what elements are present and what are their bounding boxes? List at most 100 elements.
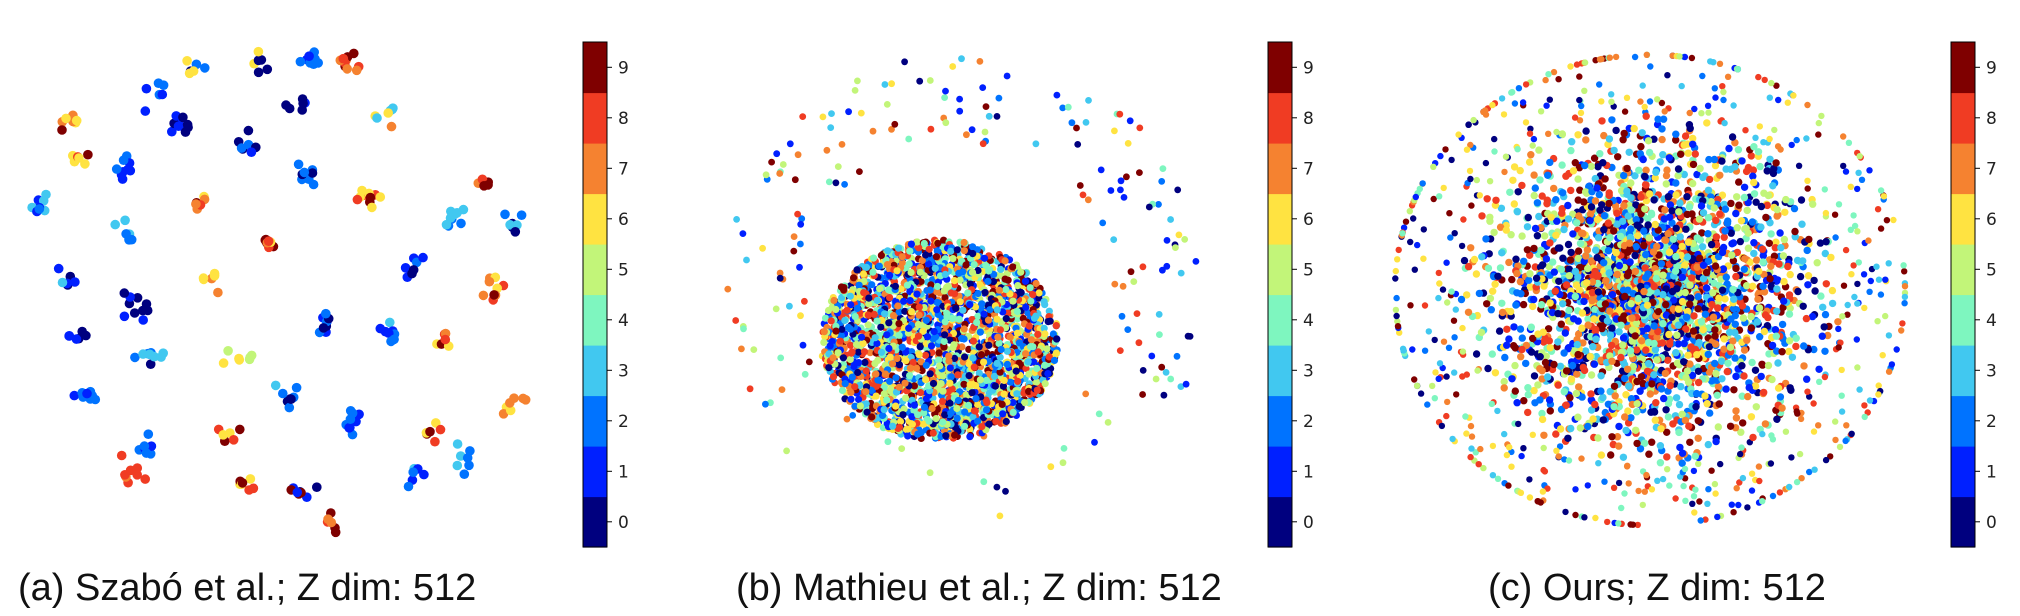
scatter-point [1486,213,1494,221]
scatter-point [1545,130,1552,137]
scatter-point [120,215,130,226]
scatter-point [1536,176,1544,184]
scatter-point [1637,98,1644,105]
scatter-point [999,410,1007,418]
scatter-point [1514,188,1522,196]
scatter-point [855,281,863,289]
scatter-point [1082,119,1090,126]
scatter-point [1890,216,1897,224]
scatter-point [797,312,804,320]
scatter-point [974,289,982,298]
scatter-point [1735,178,1743,186]
scatter-point [1450,317,1458,324]
scatter-point [941,318,949,326]
scatter-point [841,181,848,188]
scatter-point [884,247,892,255]
scatter-point [342,64,353,74]
scatter-point [900,297,908,305]
scatter-point [1810,428,1818,435]
scatter-point [975,343,983,351]
scatter-point [1672,179,1680,187]
scatter-point [1025,370,1033,378]
colorbar-segment [583,395,607,447]
scatter-point [938,397,947,405]
colorbar-tick-label: 7 [1303,159,1314,179]
scatter-point [1854,300,1861,307]
scatter-point [859,270,868,278]
scatter-point [1152,375,1160,383]
scatter-point [1858,176,1866,183]
scatter-point [1529,302,1537,311]
colorbar-tick-label: 4 [1303,311,1314,331]
scatter-point [856,402,865,410]
scatter-point [1014,377,1022,385]
scatter-point [898,445,906,452]
scatter-point [902,357,910,365]
scatter-point [1595,460,1602,467]
scatter-point [123,164,133,175]
scatter-point [1821,310,1830,319]
scatter-point [1572,486,1579,493]
scatter-point [1576,96,1583,104]
scatter-point [798,215,806,223]
scatter-point [743,256,750,264]
scatter-point [953,404,961,413]
scatter-point [1116,347,1124,354]
scatter-point [1720,233,1728,241]
scatter-point [933,282,942,291]
scatter-point [750,346,758,353]
scatter-point [906,247,914,255]
scatter-point [960,325,968,333]
scatter-point [952,304,960,312]
scatter-point [129,308,140,318]
scatter-point [1052,322,1060,330]
scatter-point [883,396,891,404]
scatter-point [1473,176,1481,184]
scatter-point [1044,318,1052,326]
scatter-point [862,263,871,271]
scatter-point [1639,501,1647,509]
colorbar-tick-label: 2 [1303,412,1314,432]
scatter-point [1076,182,1084,189]
scatter-point [1773,415,1781,423]
scatter-point [797,240,804,248]
scatter-point [854,77,861,85]
scatter-point [972,395,980,403]
scatter-point [1472,350,1481,358]
scatter-point [976,376,985,384]
scatter-point [776,170,784,177]
scatter-point [372,113,382,123]
scatter-point [1546,407,1555,415]
scatter-point [1505,258,1513,267]
scatter-point [1025,322,1033,330]
scatter-point [1439,286,1447,293]
scatter-point [937,380,945,388]
scatter-point [916,268,924,276]
scatter-point [1821,186,1829,193]
scatter-point [941,411,949,419]
scatter-point [1130,278,1138,285]
scatter-point [1035,289,1043,297]
scatter-point [1104,419,1112,426]
scatter-point [893,267,901,275]
scatter-point [1012,367,1020,375]
scatter-point [873,317,881,325]
scatter-point [772,305,780,313]
scatter-point [868,413,876,421]
scatter-point [1797,196,1806,204]
scatter-point [846,292,854,300]
scatter-point [1041,330,1049,338]
colorbar-segment [583,143,607,195]
scatter-point [907,240,916,248]
scatter-point [895,423,904,431]
scatter-point [799,113,807,120]
scatter-point [1545,396,1554,404]
scatter-point [385,317,395,328]
scatter-point [1458,242,1466,250]
scatter-point [1828,286,1837,295]
scatter-point [902,394,910,402]
scatter-point [955,315,963,323]
scatter-point [947,409,955,417]
scatter-point [913,290,921,298]
scatter-point [1836,443,1844,451]
